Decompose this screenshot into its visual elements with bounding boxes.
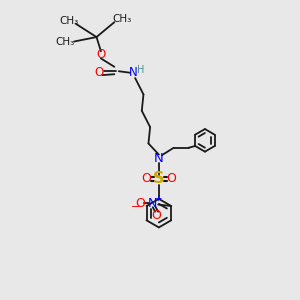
Text: O: O [96, 48, 106, 62]
Text: O: O [167, 172, 176, 185]
Text: N: N [148, 196, 158, 210]
Text: O: O [141, 172, 151, 185]
Text: N: N [129, 66, 138, 79]
Text: O: O [135, 196, 145, 210]
Text: +: + [154, 194, 161, 202]
Text: N: N [154, 152, 164, 165]
Text: CH₃: CH₃ [56, 37, 75, 46]
Text: O: O [151, 209, 161, 222]
Text: −: − [131, 202, 140, 212]
Text: CH₃: CH₃ [112, 14, 131, 24]
Text: S: S [153, 172, 165, 187]
Text: CH₃: CH₃ [59, 16, 79, 26]
Text: O: O [95, 66, 104, 79]
Text: H: H [136, 65, 144, 75]
